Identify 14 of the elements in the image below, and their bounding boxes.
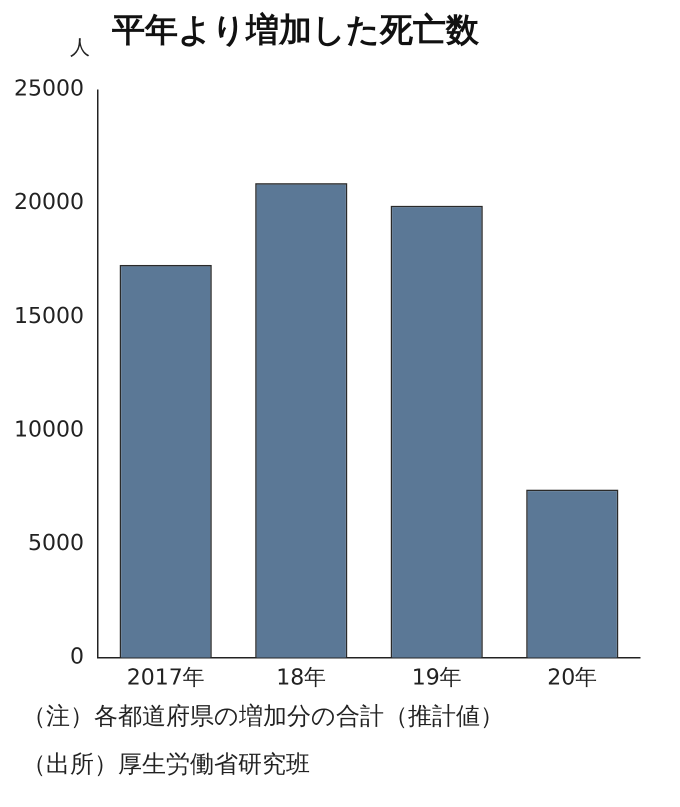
y-tick-label: 5000 xyxy=(28,530,84,556)
x-tick-label: 20年 xyxy=(547,666,598,691)
text: （出所）厚生労働省研究班 xyxy=(22,749,310,780)
y-tick-label: 15000 xyxy=(14,304,84,329)
y-tick-label: 0 xyxy=(70,644,84,670)
chart-title: 平年より増加した死亡数 xyxy=(112,9,479,51)
y-tick-label: 20000 xyxy=(14,190,84,216)
x-tick-label: 19年 xyxy=(412,666,462,691)
y-tick-label: 10000 xyxy=(14,417,84,442)
y-axis-title: 人 xyxy=(70,34,90,61)
x-tick-label: 2017年 xyxy=(126,666,205,691)
y-tick-label: 25000 xyxy=(14,76,84,102)
x-tick-label: 18年 xyxy=(276,666,326,691)
text: （注）各都道府県の増加分の合計（推計値） xyxy=(22,701,504,732)
